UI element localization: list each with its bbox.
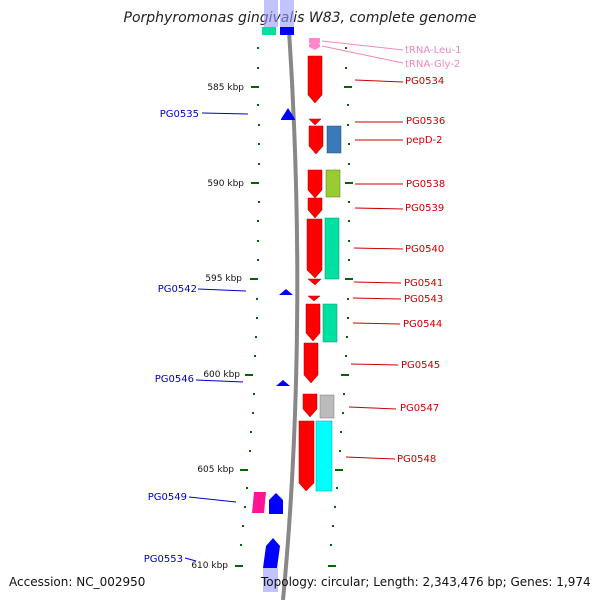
gene-PG0553 [263, 538, 280, 568]
gene-PG0547-b [319, 394, 335, 419]
ruler-label-610: 610 kbp [191, 561, 228, 571]
reverse-genes [263, 108, 295, 592]
ruler-label-590: 590 kbp [207, 179, 244, 189]
outer-track-genes [315, 125, 342, 492]
gene-PG0538-b [325, 169, 341, 198]
left-label-PG0546: PG0546 [155, 374, 194, 385]
gene-PG0546 [276, 380, 290, 386]
right-label-PG0545: PG0545 [401, 360, 440, 371]
topology-summary: Topology: circular; Length: 2,343,476 bp… [261, 575, 591, 589]
left-label-lines [184, 112, 249, 562]
gene-PG0549-pink [252, 492, 266, 513]
gene-PG0534 [307, 55, 323, 104]
trna-features [309, 38, 320, 50]
right-label-tRNA-Gly-2: tRNA-Gly-2 [405, 59, 460, 70]
forward-genes [298, 55, 324, 492]
genome-backbone [281, 29, 300, 600]
map-title: Porphyromonas gingivalis W83, complete g… [123, 10, 477, 26]
ruler-label-605: 605 kbp [197, 465, 234, 475]
right-label-PG0536: PG0536 [406, 116, 445, 127]
left-label-PG0542: PG0542 [158, 284, 197, 295]
right-label-PG0540: PG0540 [405, 244, 444, 255]
right-label-PG0544: PG0544 [403, 319, 442, 330]
inner-tick-ring [240, 47, 260, 546]
ruler-label-600: 600 kbp [203, 370, 240, 380]
right-label-PG0539: PG0539 [405, 203, 444, 214]
gene-PG0544-b [322, 303, 338, 343]
gene-PG0540-b [324, 217, 340, 280]
right-label-PG0534: PG0534 [405, 76, 444, 87]
gene-PG0538 [307, 169, 323, 199]
gene-PG0548-b [315, 420, 333, 492]
right-label-PG0547: PG0547 [400, 403, 439, 414]
right-label-PG0538: PG0538 [406, 179, 445, 190]
gene-PG0535 [281, 108, 295, 120]
gene-pepD-2 [326, 125, 342, 154]
right-label-tRNA-Leu-1: tRNA-Leu-1 [405, 45, 461, 56]
gene-PG0547 [302, 393, 318, 418]
right-label-PG0548: PG0548 [397, 454, 436, 465]
gene-PG0548 [298, 420, 315, 492]
left-label-PG0549: PG0549 [148, 492, 187, 503]
right-label-PG0541: PG0541 [404, 278, 443, 289]
right-label-pepD-2: pepD-2 [406, 135, 443, 146]
gene-PG0536-a [308, 118, 322, 126]
top-partial-genes [262, 0, 294, 35]
gene-PG0536 [308, 125, 324, 155]
major-ticks [235, 86, 353, 567]
gene-PG0541 [307, 278, 322, 286]
gene-PG0549 [269, 493, 283, 514]
left-label-PG0553: PG0553 [144, 554, 183, 565]
ruler-label-585: 585 kbp [207, 83, 244, 93]
right-label-lines [345, 79, 404, 460]
left-label-PG0535: PG0535 [160, 109, 199, 120]
gene-PG0540 [306, 218, 323, 279]
gene-PG0542 [279, 289, 293, 295]
right-label-lines-trna [321, 40, 404, 64]
ruler-label-595: 595 kbp [205, 274, 242, 284]
gene-PG0544 [305, 303, 321, 342]
outer-tick-ring [330, 47, 350, 546]
gene-PG0543 [307, 295, 321, 302]
gene-PG0539 [307, 197, 323, 219]
right-label-PG0543: PG0543 [404, 294, 443, 305]
accession-text: Accession: NC_002950 [9, 575, 146, 589]
gene-PG0545 [303, 342, 319, 384]
